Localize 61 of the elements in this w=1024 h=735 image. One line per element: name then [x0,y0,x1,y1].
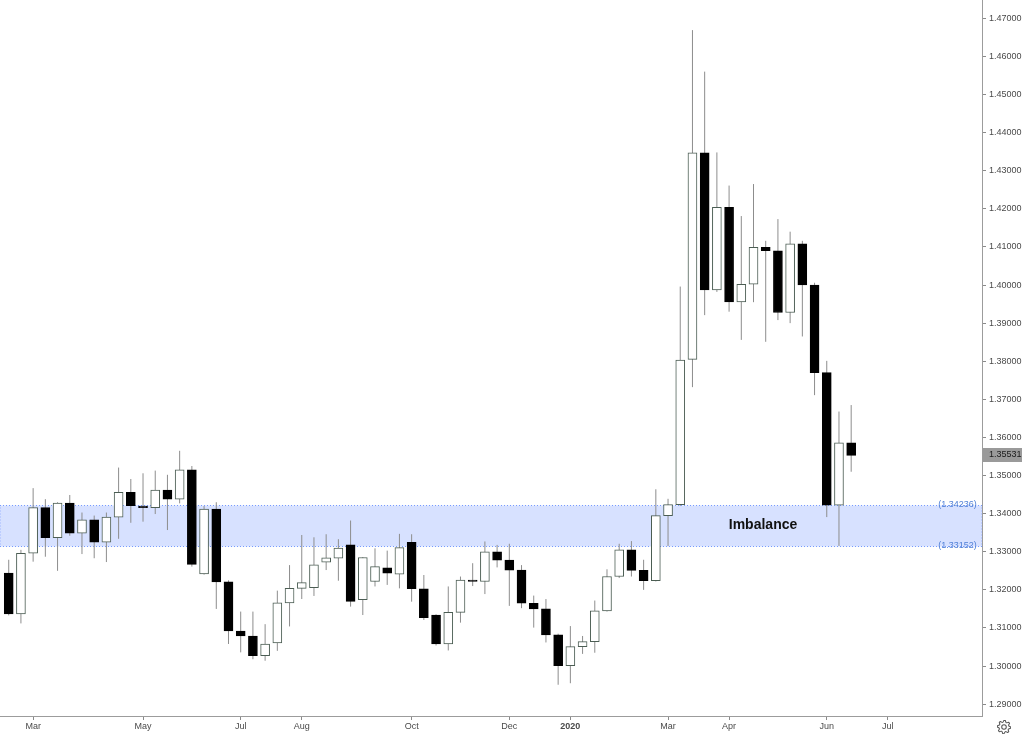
x-tick-label: Jul [234,720,247,731]
x-tick-label: May [134,720,153,731]
y-tick-label: 1.34000 [989,508,1022,519]
candlestick [309,536,319,597]
text: 1.35531 [989,449,1022,460]
y-tick-label: 1.33000 [989,546,1022,557]
candlestick [333,538,344,582]
candlestick [663,498,673,547]
candlestick [504,543,515,607]
candlestick [113,467,124,540]
candlestick [150,470,161,515]
y-tick-label: 1.47000 [989,12,1022,23]
candlestick [260,623,270,662]
annotation: (1.34236) [938,499,977,510]
candlestick [125,478,136,524]
y-tick-label: 1.39000 [989,317,1022,328]
y-tick-label: 1.31000 [989,622,1022,633]
x-tick-label: Jun [819,720,835,731]
y-tick-label: 1.37000 [989,393,1022,404]
candlestick [565,625,576,684]
y-tick-label: 1.38000 [989,355,1022,366]
y-tick-label: 1.45000 [989,88,1022,99]
x-tick-label: Oct [404,720,420,731]
candlestick [382,550,393,586]
y-tick-label: 1.44000 [989,127,1022,138]
x-tick-label: 2020 [560,720,581,731]
y-tick-label: 1.32000 [989,584,1022,595]
candlestick [248,611,258,660]
x-tick-label: Dec [501,720,518,731]
candlestick [492,544,502,568]
candlestick [370,547,380,587]
candlestick [138,472,148,523]
y-tick-label: 1.30000 [989,660,1022,671]
candlestick [467,562,478,587]
candlestick [638,559,649,591]
x-tick-label: Jul [882,720,894,731]
candlestick [296,534,307,600]
candlestick [89,515,100,559]
x-tick-label: Apr [722,720,737,731]
x-tick-label: Mar [660,720,676,731]
y-tick-label: 1.43000 [989,165,1022,176]
candlestick [284,564,295,627]
candlestick [77,512,87,555]
x-tick-label: Mar [25,720,41,731]
y-tick-label: 1.29000 [989,698,1022,709]
y-tick-label: 1.46000 [989,50,1022,61]
annotation: (1.33152) [938,540,977,551]
y-tick-label: 1.36000 [989,431,1022,442]
candlestick [846,404,857,473]
band-label: Imbalance [728,516,798,533]
y-tick-label: 1.40000 [989,279,1022,290]
y-tick-label: 1.41000 [989,241,1022,252]
candlestick [760,240,771,343]
x-tick-label: Aug [293,720,310,731]
candlestick [626,540,637,578]
candlestick [736,215,747,341]
candlestick [528,595,539,629]
y-tick-label: 1.42000 [989,203,1022,214]
y-tick-label: 1.35000 [989,470,1022,481]
candlestick [101,512,112,563]
candlestick [162,474,173,531]
